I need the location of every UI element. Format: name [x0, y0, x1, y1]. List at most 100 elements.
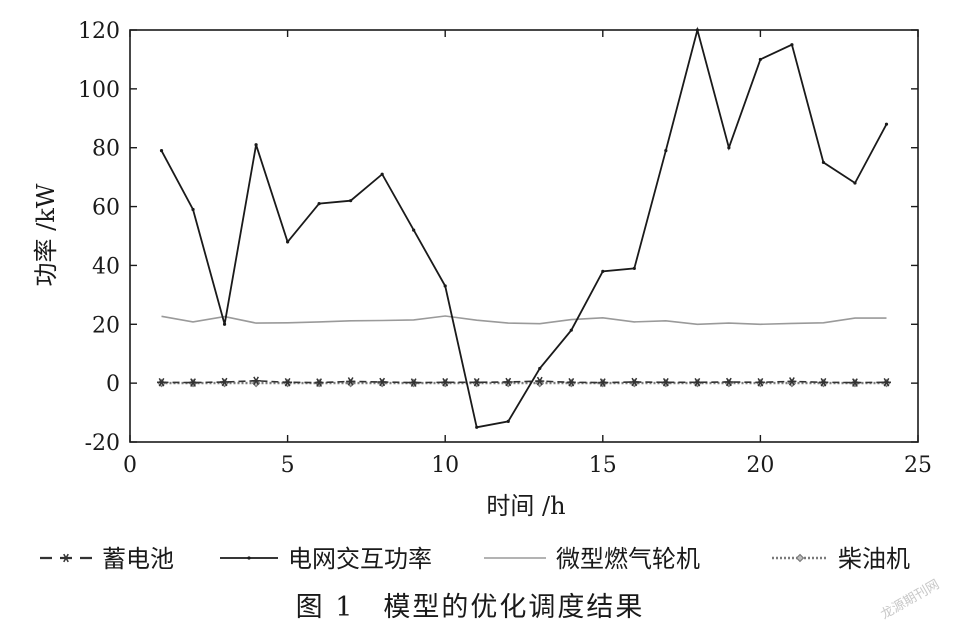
data-point — [569, 328, 573, 332]
data-point — [191, 207, 195, 212]
star-arm — [757, 377, 764, 387]
data-point — [818, 377, 828, 387]
star-arm — [568, 377, 575, 387]
data-point — [566, 377, 576, 387]
legend-item-2: 微型燃气轮机 — [484, 545, 700, 573]
star-arm — [379, 377, 386, 387]
legend-label: 微型燃气轮机 — [556, 545, 700, 573]
data-point — [853, 181, 857, 185]
plot-frame — [129, 29, 919, 443]
data-point — [661, 377, 671, 387]
legend-swatch-marker — [795, 553, 805, 563]
x-tick-label: 0 — [123, 453, 137, 478]
data-point — [755, 377, 765, 387]
data-point — [254, 143, 258, 147]
series-1 — [159, 26, 889, 429]
data-point — [727, 146, 731, 150]
series-layer — [157, 26, 891, 429]
data-point — [220, 377, 230, 387]
data-point — [188, 378, 198, 387]
x-tick-label: 10 — [431, 453, 459, 478]
data-point — [538, 366, 542, 371]
legend-label: 电网交互功率 — [288, 545, 432, 573]
star-arm — [410, 378, 417, 387]
legend-item-0: 蓄电池 — [40, 545, 174, 573]
star-arm — [63, 553, 69, 563]
data-point — [440, 377, 450, 387]
data-point — [314, 378, 324, 387]
series-line — [160, 26, 888, 429]
legend-item-1: 电网交互功率 — [220, 545, 432, 573]
data-point — [443, 284, 447, 288]
series-3 — [157, 378, 891, 388]
plot-area — [129, 29, 919, 443]
star-arm — [158, 377, 165, 387]
y-tick-label: 80 — [92, 137, 120, 162]
data-point — [159, 149, 164, 153]
series-0 — [157, 376, 891, 387]
star-arm — [536, 376, 543, 386]
data-point — [472, 377, 482, 387]
legend-label: 柴油机 — [838, 545, 910, 573]
x-axis-title: 时间 /h — [486, 492, 565, 520]
star-arm — [883, 377, 890, 387]
data-point — [475, 425, 479, 429]
data-point — [222, 322, 227, 326]
y-tick-label: 40 — [92, 254, 120, 279]
y-tick-label: 60 — [92, 196, 120, 221]
star-arm — [725, 377, 732, 387]
data-point — [724, 377, 734, 387]
data-point — [503, 377, 513, 387]
y-tick-label: 0 — [106, 372, 120, 397]
x-tick-label: 5 — [281, 453, 295, 478]
data-point — [821, 160, 826, 165]
star-arm — [253, 376, 259, 386]
watermark: 龙源期刊网 — [878, 577, 942, 622]
data-point — [884, 122, 889, 126]
figure-caption: 图 1 模型的优化调度结果 — [296, 592, 645, 623]
y-axis-title: 功率 /kW — [32, 183, 60, 286]
data-point — [758, 57, 763, 62]
data-point — [157, 377, 167, 387]
data-point — [286, 240, 290, 244]
legend-swatch-marker — [247, 556, 251, 560]
data-point — [850, 378, 860, 387]
legend: 蓄电池 电网交互功率 微型燃气轮机 柴油机 — [40, 545, 910, 573]
data-point — [695, 28, 699, 32]
data-point — [251, 376, 261, 386]
data-point — [377, 377, 387, 387]
data-point — [346, 377, 356, 386]
star-arm — [473, 377, 480, 387]
x-tick-label: 15 — [589, 453, 617, 478]
star-arm — [221, 377, 228, 387]
legend-label: 蓄电池 — [102, 545, 174, 573]
data-point — [380, 172, 384, 176]
series-line — [161, 315, 887, 326]
x-axis: 0 5 10 15 20 25 — [123, 30, 932, 478]
star-arm — [820, 377, 827, 387]
data-point — [409, 378, 419, 387]
star-arm — [190, 378, 196, 387]
star-arm — [694, 377, 701, 387]
data-point — [601, 269, 605, 273]
legend-item-3: 柴油机 — [772, 545, 910, 573]
data-point — [349, 199, 353, 203]
star-arm — [662, 377, 669, 387]
data-point — [664, 149, 668, 153]
data-point — [598, 378, 608, 387]
star-arm — [347, 377, 354, 386]
data-point — [790, 43, 794, 47]
y-tick-label: 120 — [78, 19, 120, 44]
star-arm — [505, 377, 512, 387]
y-tick-label: 20 — [92, 313, 120, 338]
star-arm — [631, 377, 638, 387]
y-tick-label: 100 — [78, 78, 120, 103]
star-arm — [316, 378, 323, 387]
y-tick-label: -20 — [85, 431, 120, 456]
star-arm — [852, 378, 858, 387]
data-point — [317, 202, 321, 206]
data-point — [629, 377, 639, 387]
data-point — [535, 376, 545, 386]
data-point — [881, 377, 891, 387]
